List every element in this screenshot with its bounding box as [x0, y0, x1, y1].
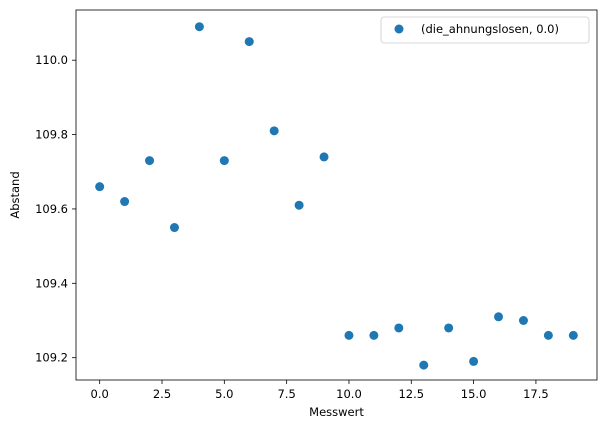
y-axis-ticks: 109.2 109.4 109.6 109.8 110.0	[35, 53, 76, 365]
plot-area	[75, 9, 598, 381]
data-point	[469, 356, 479, 366]
data-point	[494, 312, 504, 322]
y-tick-label: 109.6	[35, 202, 68, 216]
data-point	[244, 37, 254, 47]
data-point	[369, 330, 379, 340]
y-tick-label: 109.2	[35, 351, 68, 365]
data-point	[219, 156, 229, 166]
y-tick-label: 109.4	[35, 276, 68, 290]
data-point	[294, 200, 304, 210]
data-point	[194, 22, 204, 32]
x-tick-label: 10.0	[336, 387, 362, 401]
y-axis-label: Abstand	[8, 171, 22, 218]
data-point	[95, 182, 105, 192]
data-point	[145, 156, 155, 166]
legend-label: (die_ahnungslosen, 0.0)	[421, 22, 559, 36]
data-point	[568, 330, 578, 340]
legend-box	[380, 16, 590, 44]
data-point	[319, 152, 329, 162]
data-point	[120, 197, 130, 207]
x-tick-label: 17.5	[523, 387, 549, 401]
data-point	[269, 126, 279, 136]
data-point	[169, 223, 179, 233]
x-axis-label: Messwert	[309, 405, 364, 419]
data-point	[543, 330, 553, 340]
data-points	[95, 22, 578, 370]
data-point	[518, 316, 528, 326]
x-axis-ticks: 0.0 2.5 5.0 7.5 10.0 12.5 15.0 17.5	[91, 380, 549, 401]
data-point	[444, 323, 454, 333]
y-tick-label: 109.8	[35, 128, 68, 142]
x-tick-label: 2.5	[153, 387, 171, 401]
y-tick-label: 110.0	[35, 53, 68, 67]
x-tick-label: 0.0	[91, 387, 109, 401]
legend: (die_ahnungslosen, 0.0)	[380, 16, 590, 44]
legend-marker	[394, 24, 404, 34]
data-point	[394, 323, 404, 333]
x-tick-label: 7.5	[277, 387, 295, 401]
x-tick-label: 5.0	[215, 387, 233, 401]
data-point	[419, 360, 429, 370]
x-tick-label: 12.5	[398, 387, 424, 401]
data-point	[344, 330, 354, 340]
x-tick-label: 15.0	[461, 387, 487, 401]
